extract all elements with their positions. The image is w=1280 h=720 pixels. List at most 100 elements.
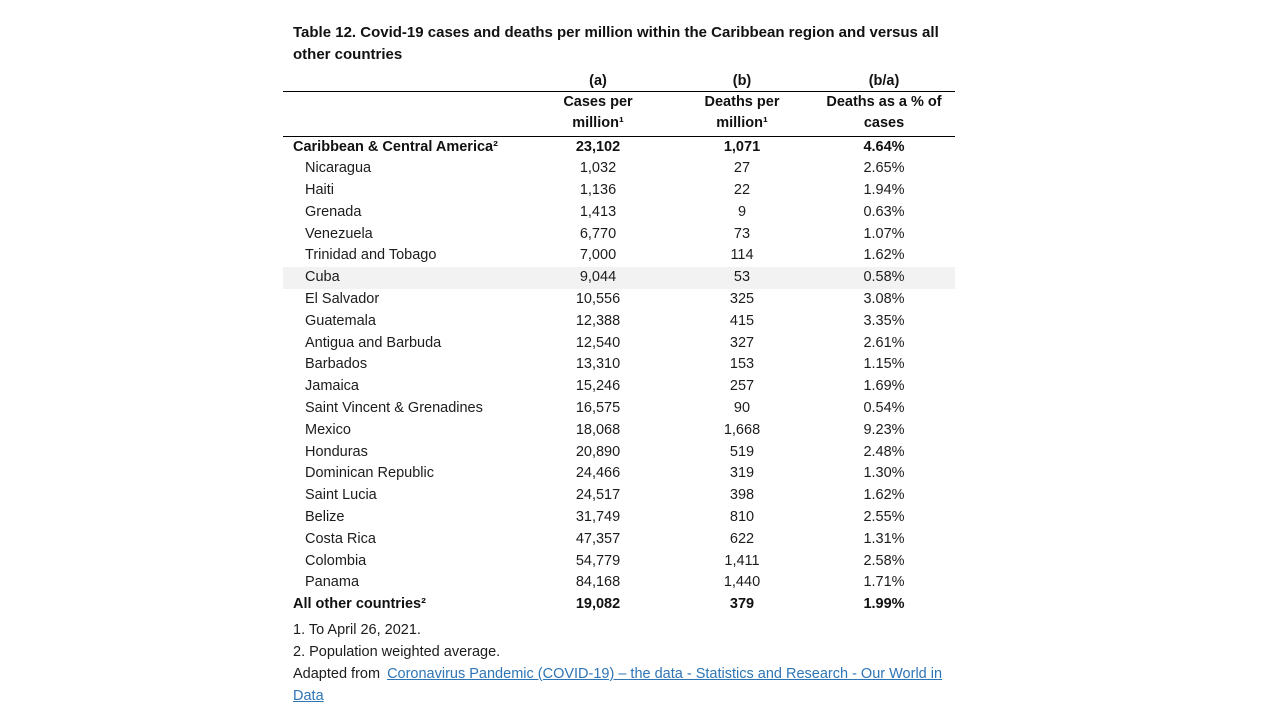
column-header-deaths-percent: Deaths as a % of cases: [813, 91, 955, 137]
letter-header-empty: [283, 70, 525, 92]
row-label: Mexico: [305, 421, 351, 438]
deaths-per-million-value: 114: [730, 247, 754, 264]
cases-per-million-value: 23,102: [575, 138, 621, 155]
table-row: Colombia 54,779 1,411 2.58%: [283, 551, 955, 573]
table-title: Table 12. Covid-19 cases and deaths per …: [293, 24, 939, 63]
row-label: Jamaica: [305, 378, 359, 395]
deaths-percent-value: 2.65%: [863, 160, 905, 177]
deaths-percent-value: 1.94%: [863, 182, 905, 199]
deaths-per-million-value: 22: [733, 182, 751, 199]
table-row: Costa Rica 47,357 622 1.31%: [283, 529, 955, 551]
row-label: Guatemala: [305, 312, 376, 329]
table-row: Saint Vincent & Grenadines 16,575 90 0.54%: [283, 398, 955, 420]
table-row: Saint Lucia 24,517 398 1.62%: [283, 485, 955, 507]
cases-per-million-value: 12,388: [575, 312, 621, 329]
row-label: Haiti: [305, 182, 335, 199]
document-body: Table 12. Covid-19 cases and deaths per …: [283, 22, 955, 707]
deaths-per-million-value: 415: [729, 312, 755, 329]
letter-header-b: (b): [671, 70, 813, 92]
deaths-per-million-value: 810: [729, 509, 755, 526]
table-row: Haiti 1,136 22 1.94%: [283, 180, 955, 202]
table-row: El Salvador 10,556 325 3.08%: [283, 289, 955, 311]
cases-per-million-value: 13,310: [575, 356, 621, 373]
row-label: El Salvador: [305, 291, 380, 308]
deaths-per-million-value: 398: [729, 487, 755, 504]
deaths-per-million-value: 379: [729, 596, 755, 613]
deaths-percent-value: 9.23%: [863, 421, 905, 438]
deaths-percent-value: 3.08%: [863, 291, 905, 308]
cases-per-million-value: 84,168: [575, 574, 621, 591]
column-name-row: Cases per million¹ Deaths per million¹ D…: [283, 91, 955, 137]
source-prefix: Adapted from: [293, 666, 381, 683]
table-row: Dominican Republic 24,466 319 1.30%: [283, 463, 955, 485]
covid-table: (a) (b) (b/a) Cases per million¹ Deaths …: [283, 70, 955, 616]
deaths-per-million-value: 73: [733, 225, 751, 242]
cases-per-million-value: 18,068: [575, 421, 621, 438]
deaths-per-million-value: 1,668: [723, 421, 761, 438]
table-row: All other countries² 19,082 379 1.99%: [283, 594, 955, 616]
table-row: Barbados 13,310 153 1.15%: [283, 354, 955, 376]
column-header-empty: [283, 91, 525, 137]
deaths-percent-value: 2.58%: [863, 552, 905, 569]
deaths-percent-value: 0.63%: [863, 203, 905, 220]
row-label: Grenada: [305, 203, 362, 220]
source-hyperlink[interactable]: Coronavirus Pandemic (COVID-19) – the da…: [293, 666, 943, 705]
cases-per-million-value: 6,770: [579, 225, 617, 242]
source-attribution: Adapted from Coronavirus Pandemic (COVID-…: [293, 663, 953, 707]
column-letter-row: (a) (b) (b/a): [283, 70, 955, 92]
footnotes: 1. To April 26, 2021. 2. Population weig…: [293, 619, 955, 663]
table-row: Nicaragua 1,032 27 2.65%: [283, 158, 955, 180]
deaths-per-million-value: 325: [729, 291, 755, 308]
deaths-per-million-value: 53: [733, 269, 751, 286]
cases-per-million-value: 24,466: [575, 465, 621, 482]
table-row: Belize 31,749 810 2.55%: [283, 507, 955, 529]
table-row: Antigua and Barbuda 12,540 327 2.61%: [283, 333, 955, 355]
deaths-percent-value: 2.48%: [863, 443, 905, 460]
deaths-per-million-value: 27: [733, 160, 751, 177]
deaths-per-million-value: 1,411: [724, 552, 760, 569]
deaths-percent-value: 3.35%: [863, 312, 905, 329]
cases-per-million-value: 47,357: [575, 530, 621, 547]
letter-header-a: (a): [525, 70, 671, 92]
table-row: Panama 84,168 1,440 1.71%: [283, 572, 955, 594]
deaths-percent-value: 1.30%: [863, 465, 905, 482]
deaths-percent-value: 1.69%: [863, 378, 905, 395]
deaths-per-million-value: 257: [729, 378, 755, 395]
deaths-per-million-value: 1,071: [723, 138, 761, 155]
cases-per-million-value: 24,517: [575, 487, 621, 504]
cases-per-million-value: 7,000: [579, 247, 617, 264]
deaths-per-million-value: 319: [729, 465, 755, 482]
table-row: Honduras 20,890 519 2.48%: [283, 442, 955, 464]
deaths-percent-value: 2.61%: [863, 334, 905, 351]
footnote-1: 1. To April 26, 2021.: [293, 622, 421, 639]
deaths-per-million-value: 9: [737, 203, 747, 220]
column-header-deaths: Deaths per million¹: [671, 91, 813, 137]
cases-per-million-value: 31,749: [575, 509, 621, 526]
cases-per-million-value: 1,136: [579, 182, 617, 199]
row-label: Barbados: [305, 356, 368, 373]
row-label: Saint Lucia: [305, 487, 377, 504]
footnote-2: 2. Population weighted average.: [293, 644, 501, 661]
cases-per-million-value: 9,044: [579, 269, 617, 286]
table-row: Grenada 1,413 9 0.63%: [283, 202, 955, 224]
table-row: Venezuela 6,770 73 1.07%: [283, 224, 955, 246]
table-row: Cuba 9,044 53 0.58%: [283, 267, 955, 290]
row-label: Costa Rica: [305, 530, 376, 547]
row-label: Caribbean & Central America²: [293, 138, 498, 155]
row-label: All other countries²: [293, 596, 426, 613]
row-label: Honduras: [305, 443, 368, 460]
deaths-percent-value: 2.55%: [863, 509, 905, 526]
row-label: Saint Vincent & Grenadines: [305, 400, 483, 417]
row-label: Antigua and Barbuda: [305, 334, 442, 351]
deaths-percent-value: 1.62%: [863, 487, 905, 504]
cases-per-million-value: 12,540: [575, 334, 621, 351]
cases-per-million-value: 1,032: [579, 160, 617, 177]
deaths-per-million-value: 622: [729, 530, 755, 547]
column-header-cases: Cases per million¹: [525, 91, 671, 137]
table-row: Trinidad and Tobago 7,000 114 1.62%: [283, 245, 955, 267]
cases-per-million-value: 19,082: [575, 596, 621, 613]
row-label: Colombia: [305, 552, 367, 569]
row-label: Panama: [305, 574, 360, 591]
cases-per-million-value: 20,890: [575, 443, 621, 460]
deaths-percent-value: 1.15%: [863, 356, 905, 373]
